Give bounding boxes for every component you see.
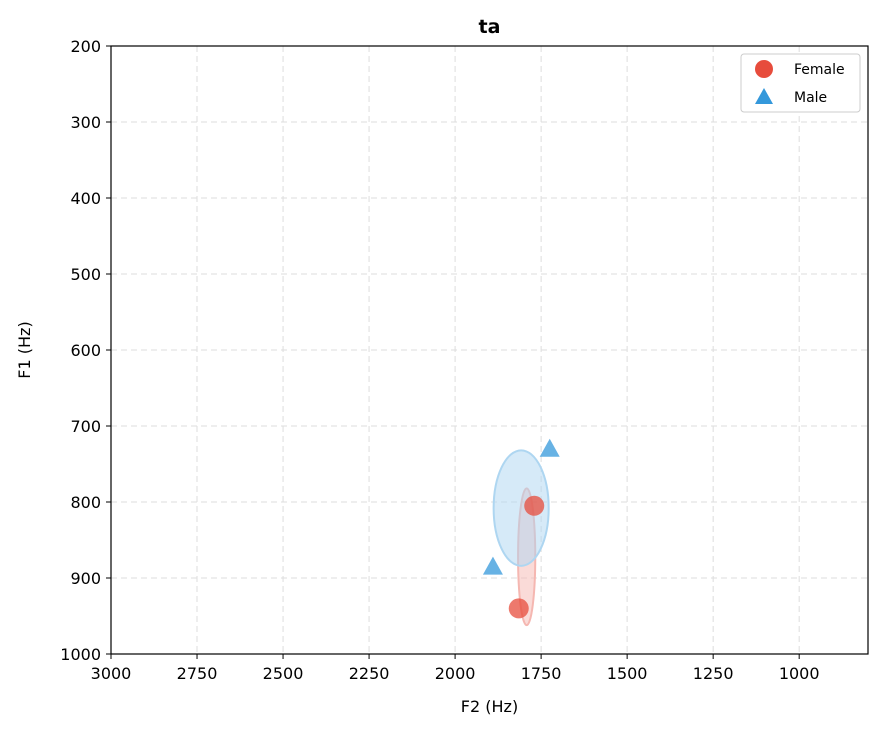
data-point-female	[509, 598, 529, 618]
data-point-female	[524, 496, 544, 516]
y-tick-label: 800	[70, 493, 101, 512]
y-tick-label: 400	[70, 189, 101, 208]
y-tick-label: 900	[70, 569, 101, 588]
x-tick-label: 2500	[263, 664, 304, 683]
legend: Female Male	[741, 54, 860, 112]
y-tick-label: 200	[70, 37, 101, 56]
x-axis-label: F2 (Hz)	[461, 697, 518, 716]
y-tick-label: 600	[70, 341, 101, 360]
y-axis-label: F1 (Hz)	[15, 321, 34, 378]
chart-title: ta	[479, 16, 501, 38]
x-tick-label: 2250	[349, 664, 390, 683]
legend-marker-female	[755, 60, 773, 78]
x-tick-label: 1250	[693, 664, 734, 683]
x-tick-label: 2750	[177, 664, 218, 683]
x-tick-label: 1000	[779, 664, 820, 683]
legend-label-male: Male	[794, 90, 827, 106]
y-tick-label: 300	[70, 113, 101, 132]
x-tick-label: 1500	[607, 664, 648, 683]
x-tick-label: 1750	[521, 664, 562, 683]
legend-label-female: Female	[794, 62, 845, 78]
x-tick-label: 3000	[91, 664, 132, 683]
y-tick-label: 500	[70, 265, 101, 284]
y-tick-label: 700	[70, 417, 101, 436]
y-tick-label: 1000	[60, 645, 101, 664]
x-tick-label: 2000	[435, 664, 476, 683]
